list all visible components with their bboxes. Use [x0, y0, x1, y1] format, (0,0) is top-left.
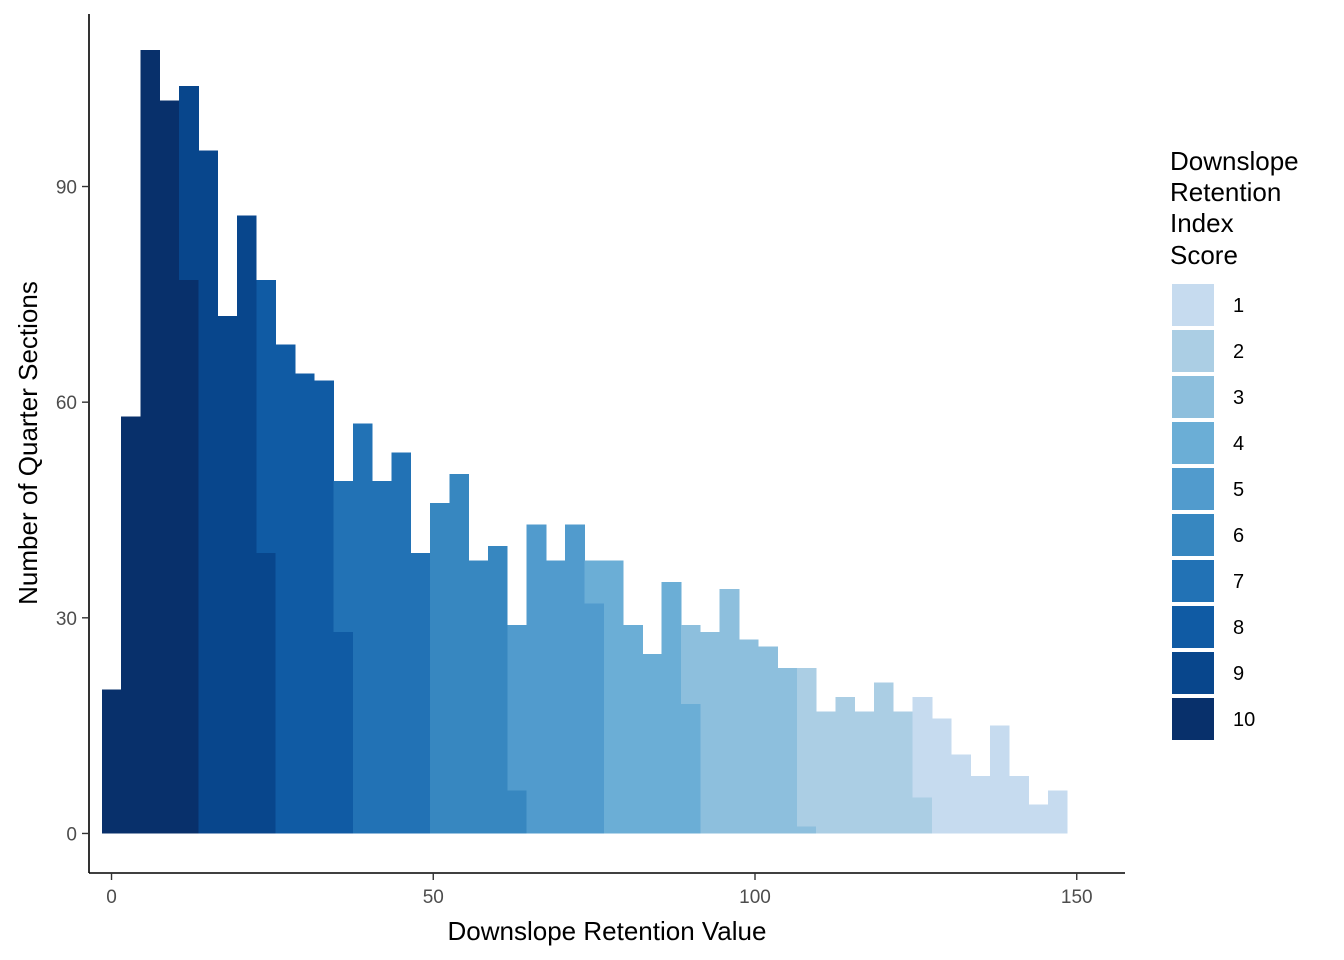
legend-label-5: 5 [1233, 479, 1244, 501]
legend-label-2: 2 [1233, 341, 1244, 363]
bar-score-1-bin-0 [912, 696, 933, 798]
bar-score-9-bin-4 [256, 553, 276, 834]
bar-score-4-bin-4 [661, 581, 682, 834]
bar-score-3-bin-5 [777, 668, 798, 834]
legend-key-9 [1172, 652, 1214, 694]
y-tick-label: 30 [56, 609, 77, 630]
y-tick-label: 60 [56, 393, 77, 414]
bar-score-6-bin-4 [507, 790, 527, 834]
bar-score-5-bin-4 [584, 603, 605, 834]
legend-label-1: 1 [1233, 295, 1244, 317]
bar-score-7-bin-0 [333, 481, 354, 633]
bar-score-10-bin-0 [101, 689, 122, 834]
y-tick-label: 0 [66, 824, 77, 845]
legend-label-4: 4 [1233, 433, 1244, 455]
bar-score-8-bin-2 [294, 373, 315, 834]
legend-key-5 [1172, 468, 1214, 510]
bar-score-10-bin-4 [179, 279, 199, 834]
bar-score-3-bin-3 [738, 639, 759, 834]
legend-key-3 [1172, 376, 1214, 418]
bar-score-5-bin-3 [565, 524, 585, 834]
bar-score-9-bin-3 [237, 215, 257, 834]
bar-score-4-bin-2 [623, 625, 643, 834]
bar-score-9-bin-2 [217, 315, 238, 834]
bar-score-1-bin-5 [1009, 775, 1029, 834]
bar-score-4-bin-0 [584, 560, 605, 604]
bar-score-4-bin-3 [642, 653, 663, 834]
bar-score-6-bin-3 [487, 545, 508, 834]
legend-label-10: 10 [1233, 709, 1255, 731]
legend-title-line-3: Index [1170, 208, 1234, 238]
legend-label-9: 9 [1233, 663, 1244, 685]
bar-score-9-bin-1 [198, 150, 219, 834]
bar-score-7-bin-1 [352, 423, 373, 834]
ticks-layer: 0 50 100 150 0 30 60 90 [56, 178, 1093, 908]
legend-key-2 [1172, 330, 1214, 372]
bar-score-2-bin-3 [854, 711, 875, 834]
legend-key-7 [1172, 560, 1214, 602]
bar-score-3-bin-4 [758, 646, 778, 834]
bar-score-2-bin-5 [893, 711, 914, 834]
bar-score-4-bin-1 [603, 560, 624, 834]
bar-score-6-bin-0 [430, 502, 450, 834]
bar-score-2-bin-1 [816, 711, 836, 834]
bar-score-6-bin-1 [449, 474, 470, 834]
x-tick-label: 100 [739, 887, 771, 908]
bars-layer [101, 49, 1068, 834]
bar-score-8-bin-0 [256, 279, 276, 554]
bar-score-2-bin-0 [796, 668, 817, 827]
bar-score-10-bin-2 [140, 49, 161, 834]
legend-key-4 [1172, 422, 1214, 464]
bar-score-4-bin-5 [681, 704, 701, 834]
axes-layer [88, 14, 1125, 874]
legend-title-line-1: Downslope [1170, 146, 1299, 176]
bar-score-3-bin-1 [700, 632, 720, 834]
bar-score-1-bin-1 [931, 718, 952, 834]
bar-score-1-bin-4 [989, 725, 1010, 834]
bar-score-1-bin-7 [1047, 790, 1068, 834]
legend-label-7: 7 [1233, 571, 1244, 593]
bar-score-7-bin-4 [410, 553, 431, 834]
legend-key-6 [1172, 514, 1214, 556]
bar-score-1-bin-3 [970, 775, 991, 834]
bar-score-5-bin-2 [545, 560, 566, 834]
legend-key-8 [1172, 606, 1214, 648]
y-axis-title: Number of Quarter Sections [13, 281, 43, 605]
legend-key-1 [1172, 284, 1214, 326]
legend: Downslope Retention Index Score 1 2 3 4 5 6 7 8… [1170, 146, 1299, 740]
bar-score-8-bin-1 [275, 344, 296, 834]
bar-score-6-bin-2 [468, 560, 489, 834]
bar-score-2-bin-2 [835, 696, 856, 834]
legend-key-10 [1172, 698, 1214, 740]
x-tick-label: 50 [423, 887, 444, 908]
legend-title-line-2: Retention [1170, 177, 1281, 207]
legend-label-3: 3 [1233, 387, 1244, 409]
bar-score-8-bin-3 [314, 380, 334, 834]
legend-label-8: 8 [1233, 617, 1244, 639]
bar-score-7-bin-2 [372, 481, 392, 834]
bar-score-10-bin-3 [159, 100, 180, 834]
bar-score-10-bin-1 [121, 416, 141, 834]
legend-label-6: 6 [1233, 525, 1244, 547]
bar-score-3-bin-0 [681, 625, 701, 705]
bar-score-5-bin-1 [526, 524, 547, 834]
bar-score-2-bin-6 [912, 797, 933, 834]
bar-score-7-bin-3 [391, 452, 412, 834]
bar-score-1-bin-2 [951, 754, 971, 834]
bar-score-3-bin-6 [796, 826, 817, 834]
legend-title-line-4: Score [1170, 240, 1238, 270]
bar-score-8-bin-4 [333, 632, 354, 834]
bar-score-2-bin-4 [874, 682, 894, 834]
bar-score-3-bin-2 [719, 589, 740, 834]
bar-score-9-bin-0 [179, 85, 199, 280]
x-tick-label: 150 [1061, 887, 1093, 908]
bar-score-1-bin-6 [1028, 804, 1049, 834]
bar-score-5-bin-0 [507, 625, 527, 791]
x-tick-label: 0 [106, 887, 117, 908]
y-tick-label: 90 [56, 178, 77, 199]
x-axis-title: Downslope Retention Value [448, 916, 767, 946]
